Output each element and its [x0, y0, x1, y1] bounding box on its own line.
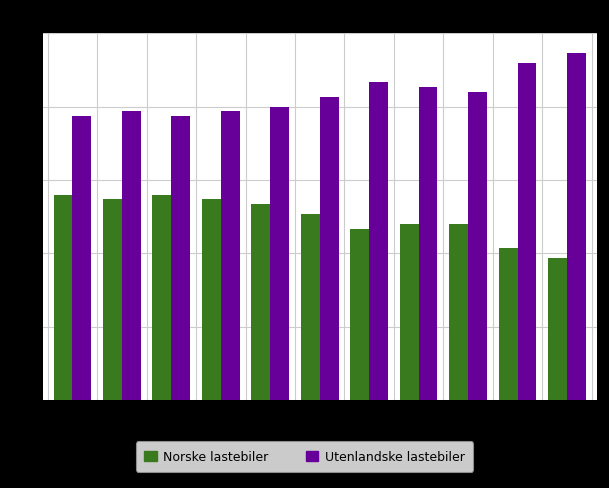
Bar [320, 98, 339, 400]
Bar [400, 224, 418, 400]
Bar [171, 117, 190, 400]
Bar [449, 224, 468, 400]
Bar [122, 112, 141, 400]
Bar [419, 88, 437, 400]
Bar [54, 195, 72, 400]
Bar [369, 83, 388, 400]
Bar [499, 249, 518, 400]
Bar [202, 200, 220, 400]
Bar [103, 200, 122, 400]
Bar [252, 205, 270, 400]
Bar [270, 107, 289, 400]
Bar [567, 54, 586, 400]
Bar [72, 117, 91, 400]
Bar [350, 229, 369, 400]
Bar [548, 259, 567, 400]
Legend: Norske lastebiler, Utenlandske lastebiler: Norske lastebiler, Utenlandske lastebile… [136, 442, 473, 472]
Bar [220, 112, 239, 400]
Bar [518, 63, 537, 400]
Bar [468, 93, 487, 400]
Bar [152, 195, 171, 400]
Bar [301, 215, 320, 400]
